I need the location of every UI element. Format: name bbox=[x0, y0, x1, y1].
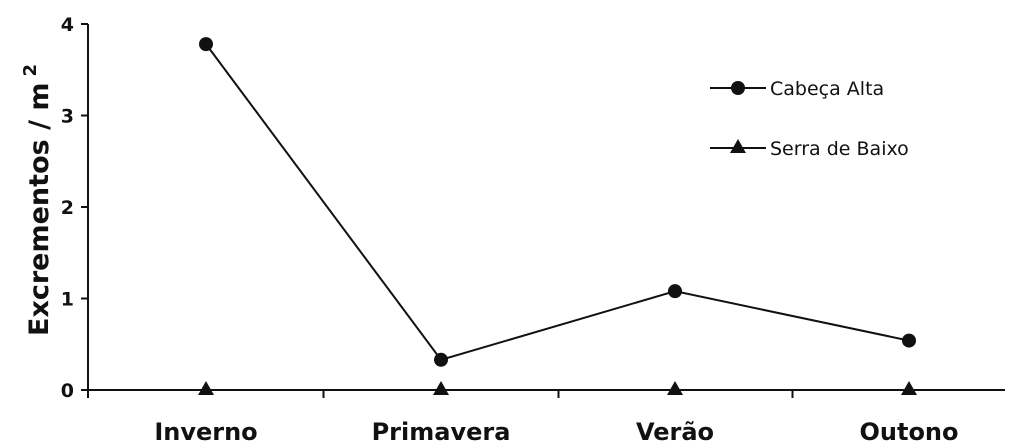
y-tick-label: 2 bbox=[61, 197, 74, 219]
x-tick-label: Verão bbox=[636, 418, 714, 446]
data-point bbox=[668, 284, 682, 299]
y-axis-label: Excrementos / m 2 bbox=[20, 64, 55, 336]
data-point bbox=[901, 381, 917, 395]
y-tick-label: 0 bbox=[61, 380, 74, 402]
data-point bbox=[902, 333, 916, 348]
y-ticks: 0 1 2 3 4 bbox=[61, 14, 88, 402]
legend-marker-triangle bbox=[730, 139, 746, 153]
x-tick-label: Inverno bbox=[154, 418, 257, 446]
legend-marker-circle bbox=[731, 81, 745, 95]
y-axis-label-text: Excrementos / m bbox=[24, 83, 55, 336]
series-layer bbox=[198, 37, 917, 395]
data-point bbox=[433, 381, 449, 395]
x-tick-label: Outono bbox=[859, 418, 958, 446]
data-point bbox=[198, 381, 214, 395]
y-axis-label-superscript: 2 bbox=[20, 64, 41, 77]
series-line-0 bbox=[205, 43, 910, 361]
data-point bbox=[199, 37, 213, 52]
x-ticks: Inverno Primavera Verão Outono bbox=[87, 390, 959, 446]
x-tick-label: Primavera bbox=[372, 418, 511, 446]
data-point bbox=[434, 352, 448, 367]
legend: Cabeça Alta Serra de Baixo bbox=[710, 78, 909, 160]
y-tick-label: 4 bbox=[61, 14, 74, 36]
y-tick-label: 3 bbox=[61, 106, 74, 128]
y-tick-label: 1 bbox=[61, 289, 74, 311]
legend-label: Serra de Baixo bbox=[770, 138, 909, 160]
data-point bbox=[667, 381, 683, 395]
legend-label: Cabeça Alta bbox=[770, 78, 884, 100]
